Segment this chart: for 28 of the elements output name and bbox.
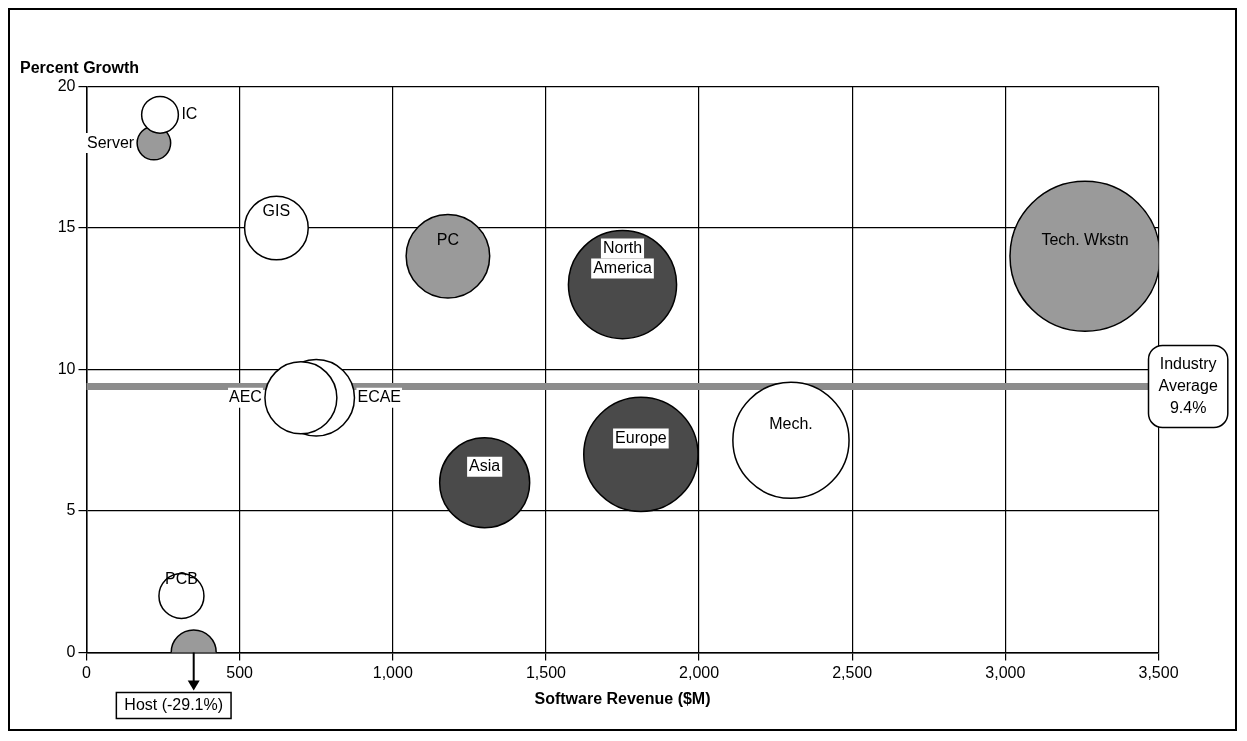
x-tick-label: 3,500 — [1138, 663, 1179, 681]
series-label: North America — [593, 239, 652, 277]
annotation: Host (-29.1%) — [124, 695, 224, 713]
y-tick-label: 0 — [66, 642, 76, 660]
series-label: ECAE — [357, 388, 402, 406]
x-tick-label: 500 — [226, 663, 254, 681]
series-label: GIS — [262, 202, 291, 220]
series-label: Europe — [615, 428, 667, 446]
x-axis-title: Software Revenue ($M) — [534, 689, 711, 707]
series-label: AEC — [229, 388, 262, 406]
x-tick-label: 3,000 — [985, 663, 1026, 681]
y-tick-label: 5 — [66, 501, 76, 519]
series-label: Tech. Wkstn — [1041, 230, 1129, 248]
x-tick-label: 2,500 — [832, 663, 873, 681]
series-label: IC — [181, 105, 198, 123]
series-label: Asia — [469, 457, 501, 475]
ref-line-label: Industry Average 9.4% — [1158, 354, 1218, 416]
y-axis-title: Percent Growth — [20, 59, 140, 77]
series-label: Server — [86, 133, 135, 151]
x-tick-label: 1,500 — [525, 663, 567, 681]
y-tick-label: 20 — [57, 76, 76, 94]
y-tick-label: 10 — [57, 359, 76, 377]
x-tick-label: 2,000 — [679, 663, 720, 681]
y-tick-label: 15 — [57, 218, 76, 236]
series-label: Mech. — [769, 414, 813, 432]
x-tick-label: 0 — [82, 663, 92, 681]
series-label: PC — [436, 230, 460, 248]
x-tick-label: 1,000 — [372, 663, 413, 681]
